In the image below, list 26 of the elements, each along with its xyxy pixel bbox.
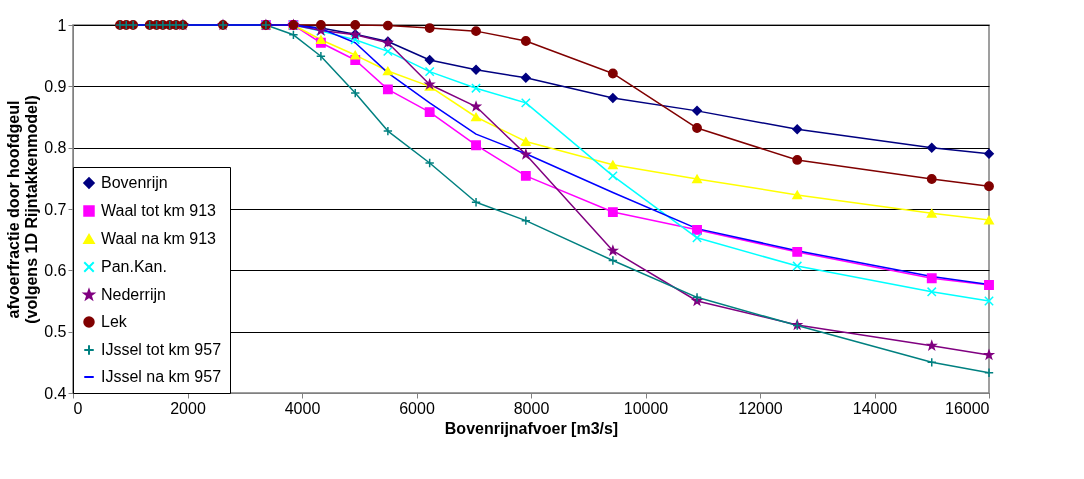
- y-tick-label: 0.9: [44, 77, 67, 95]
- x-tick-label: 14000: [852, 399, 898, 417]
- legend-label: IJssel na km 957: [101, 368, 222, 385]
- y-tick-label: 0.5: [44, 323, 67, 341]
- y-tick-label: 0.6: [44, 261, 67, 279]
- x-tick-label: 0: [73, 399, 83, 417]
- legend-label: Nederrijn: [101, 286, 166, 303]
- y-axis-title: afvoerfractie door hoofdgeul (volgens 1D Rijntakkenmodel): [5, 95, 41, 324]
- x-tick-label: 2000: [170, 399, 206, 417]
- x-tick-label: 12000: [738, 399, 783, 417]
- x-tick-label: 4000: [284, 399, 321, 417]
- y-tick-label: 1: [57, 16, 67, 34]
- y-tick-label: 0.7: [44, 200, 67, 218]
- x-axis-title: Bovenrijnafvoer [m3/s]: [444, 419, 619, 437]
- x-tick-label: 10000: [623, 399, 669, 417]
- y-tick-label: 0.8: [44, 139, 67, 157]
- y-tick-label: 0.4: [44, 384, 67, 402]
- legend-label: Waal tot km 913: [101, 202, 217, 219]
- legend-label: Bovenrijn: [101, 174, 168, 191]
- legend-label: Lek: [101, 313, 128, 330]
- x-tick-label: 16000: [945, 399, 990, 417]
- legend-label: IJssel tot km 957: [101, 341, 222, 358]
- legend-label: Pan.Kan.: [101, 258, 167, 275]
- x-tick-label: 6000: [399, 399, 435, 417]
- legend-label: Waal na km 913: [101, 230, 217, 247]
- x-tick-label: 8000: [513, 399, 550, 417]
